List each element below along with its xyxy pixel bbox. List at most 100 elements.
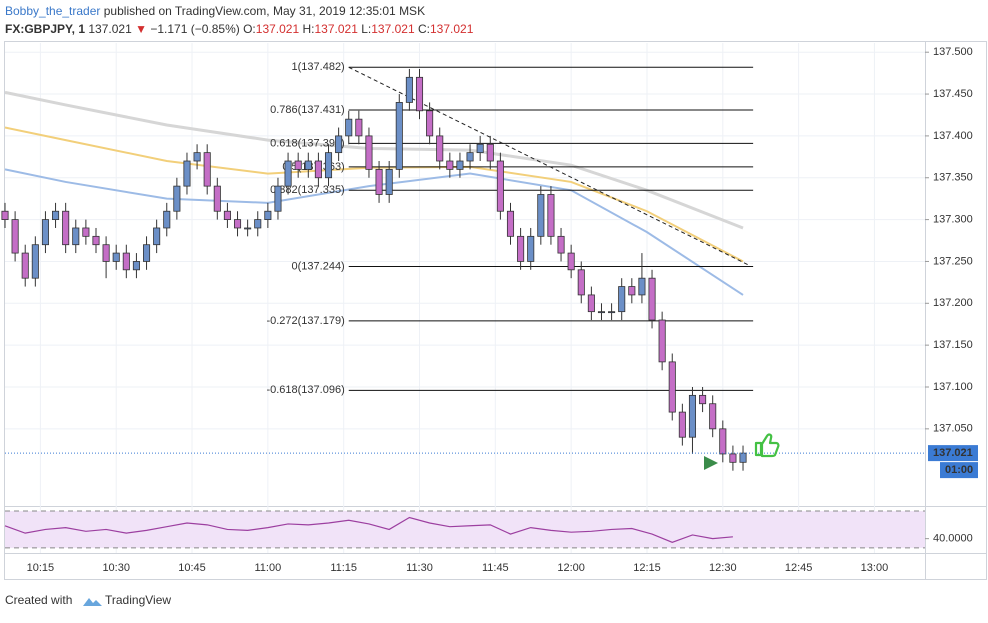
candle-body bbox=[72, 227, 80, 246]
x-tick-label: 11:30 bbox=[406, 562, 433, 574]
candle-body bbox=[405, 76, 413, 103]
candle-body bbox=[537, 194, 545, 237]
brand-logo bbox=[83, 598, 102, 606]
candle-body bbox=[203, 152, 211, 187]
rsi-band bbox=[5, 511, 925, 548]
candle-body bbox=[153, 227, 161, 246]
candle-body bbox=[577, 269, 585, 296]
candle-body bbox=[436, 135, 444, 162]
candle-body bbox=[709, 403, 717, 430]
candle-body bbox=[567, 252, 575, 271]
candle-body bbox=[173, 185, 181, 212]
candle-body bbox=[52, 210, 60, 220]
fib-label: 0.5(137.363) bbox=[282, 161, 344, 173]
fib-label: 0(137.244) bbox=[292, 260, 345, 272]
candle-body bbox=[506, 210, 515, 237]
candle-body bbox=[62, 210, 70, 246]
y-tick-label: 137.450 bbox=[933, 88, 973, 100]
candle-body bbox=[638, 277, 646, 296]
fib-label: -0.618(137.096) bbox=[266, 384, 344, 396]
y-tick-label: 137.150 bbox=[933, 339, 973, 351]
author[interactable]: Bobby_the_trader bbox=[5, 4, 100, 18]
o: 137.021 bbox=[256, 22, 300, 36]
x-tick-label: 12:15 bbox=[633, 562, 661, 574]
candle-body bbox=[527, 235, 535, 262]
candle-body bbox=[385, 168, 393, 195]
candle-body bbox=[244, 227, 252, 230]
l-label: L: bbox=[361, 22, 371, 36]
candle-body bbox=[587, 294, 595, 313]
candle-body bbox=[112, 252, 120, 262]
y-tick-label: 137.350 bbox=[933, 172, 973, 184]
x-tick-label: 11:00 bbox=[254, 562, 281, 574]
candle-body bbox=[213, 185, 221, 212]
candle-body bbox=[415, 76, 424, 112]
candle-body bbox=[1, 210, 9, 220]
trend-line bbox=[348, 66, 749, 266]
x-tick-label: 12:30 bbox=[709, 562, 737, 574]
c: 137.021 bbox=[430, 22, 474, 36]
created-with: Created with bbox=[5, 593, 72, 607]
y-tick-label: 137.500 bbox=[933, 46, 973, 58]
published: published on TradingView.com, May 31, 20… bbox=[104, 4, 425, 18]
moving-average bbox=[4, 168, 744, 296]
candle-body bbox=[608, 311, 616, 314]
candle-body bbox=[395, 102, 403, 170]
x-tick-label: 10:15 bbox=[27, 562, 55, 574]
x-tick-label: 13:00 bbox=[861, 562, 889, 574]
candle-body bbox=[496, 160, 504, 212]
candle-body bbox=[678, 411, 686, 438]
arrow: ▼ bbox=[135, 22, 147, 36]
candle-body bbox=[466, 152, 474, 162]
candle-body bbox=[163, 210, 171, 229]
y-tick-label: 137.050 bbox=[933, 423, 973, 435]
rsi-line bbox=[4, 516, 733, 543]
candle-body bbox=[284, 160, 292, 187]
candle-body bbox=[233, 219, 242, 229]
candle-body bbox=[597, 311, 606, 314]
y-tick-label: 137.200 bbox=[933, 297, 973, 309]
x-tick-label: 11:45 bbox=[482, 562, 509, 574]
symbol: FX:GBPJPY, 1 bbox=[5, 22, 85, 36]
x-tick-label: 10:45 bbox=[178, 562, 206, 574]
candle-body bbox=[658, 319, 666, 363]
last: 137.021 bbox=[88, 22, 132, 36]
fib-label: 0.382(137.335) bbox=[270, 184, 345, 196]
candle-body bbox=[446, 160, 454, 170]
x-tick-label: 10:30 bbox=[102, 562, 130, 574]
fib-label: -0.272(137.179) bbox=[266, 315, 344, 327]
y-tick-label: 137.100 bbox=[933, 381, 973, 393]
candle-body bbox=[335, 135, 343, 154]
candle-body bbox=[223, 210, 231, 220]
candle-body bbox=[648, 277, 656, 321]
candle-body bbox=[294, 160, 302, 170]
candle-body bbox=[183, 160, 191, 187]
candle-body bbox=[456, 160, 464, 170]
candle-body bbox=[143, 244, 151, 262]
countdown: 01:00 bbox=[945, 464, 973, 476]
candle-body bbox=[193, 152, 201, 162]
candle-body bbox=[92, 235, 100, 246]
fib-label: 1(137.482) bbox=[292, 61, 345, 73]
candle-body bbox=[254, 219, 262, 229]
header-line-2: FX:GBPJPY, 1 137.021 ▼ −1.171 (−0.85%) O… bbox=[5, 22, 474, 36]
candle-body bbox=[729, 453, 737, 463]
candle-body bbox=[102, 244, 110, 262]
y-tick-label: 137.250 bbox=[933, 255, 973, 267]
candle-body bbox=[264, 210, 272, 220]
y-tick-label: 137.400 bbox=[933, 130, 973, 142]
fib-label: 0.618(137.391) bbox=[270, 137, 345, 149]
candle-body bbox=[688, 394, 697, 438]
candle-body bbox=[668, 361, 676, 413]
candle-body bbox=[557, 235, 565, 254]
candle-body bbox=[375, 168, 383, 195]
candle-body bbox=[21, 252, 29, 279]
candle-body bbox=[324, 152, 333, 179]
x-tick-label: 12:00 bbox=[557, 562, 585, 574]
candle-body bbox=[476, 143, 484, 154]
brand[interactable]: TradingView bbox=[105, 593, 171, 607]
fib-label: 0.786(137.431) bbox=[270, 104, 345, 116]
candle-body bbox=[304, 160, 312, 170]
